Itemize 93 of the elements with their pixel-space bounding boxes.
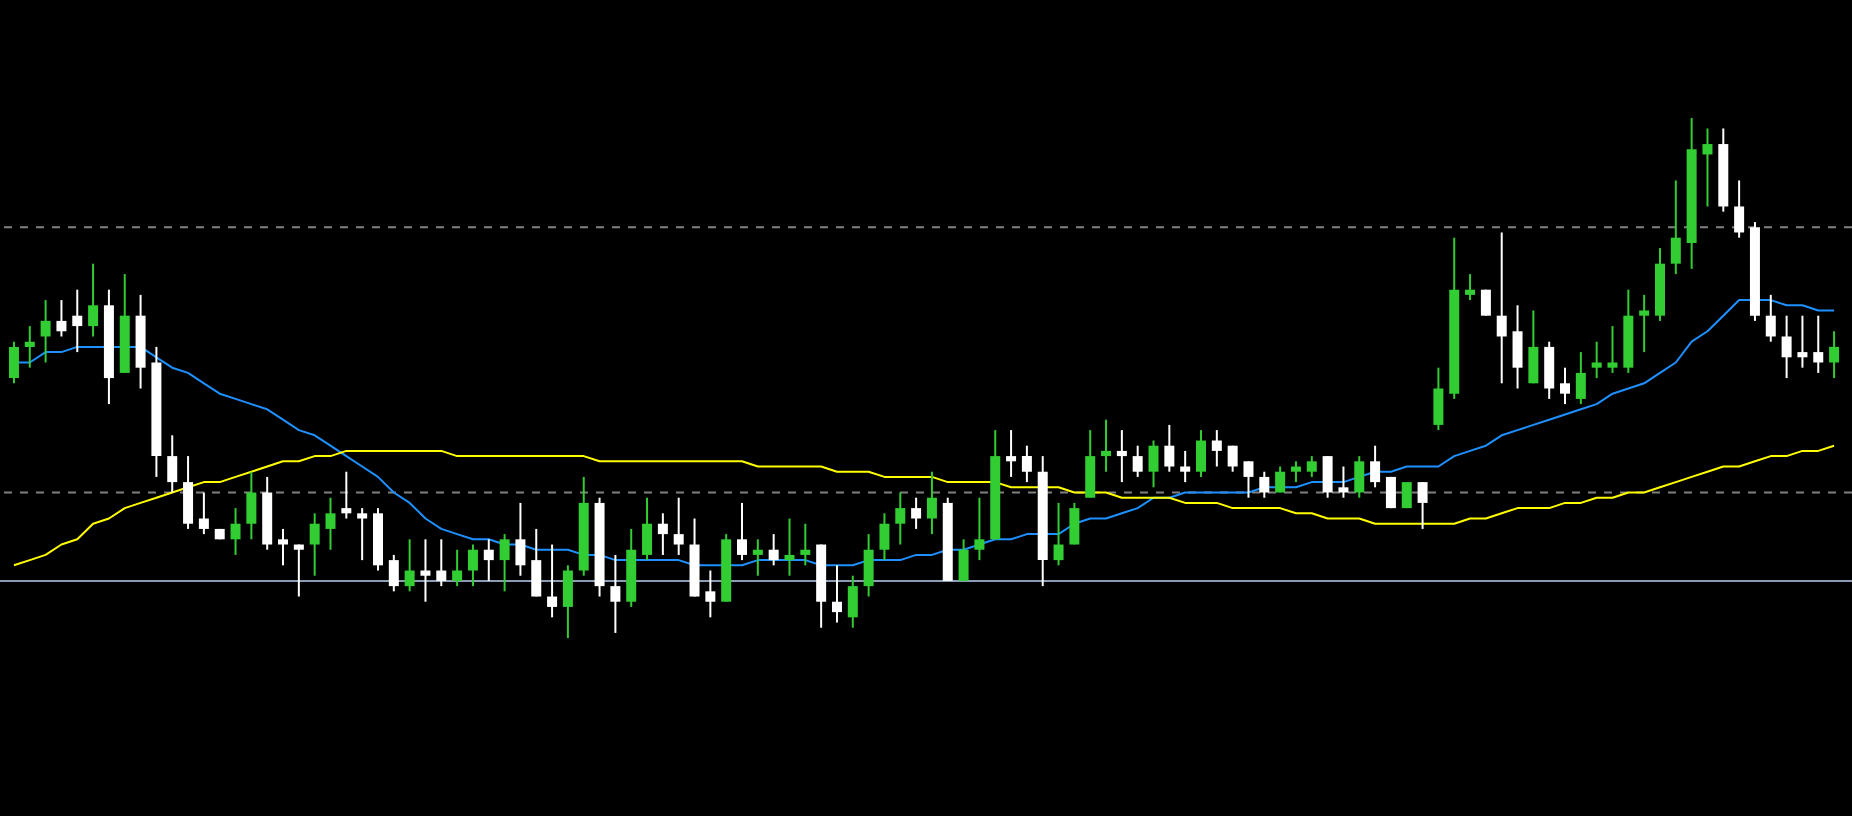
candlestick	[357, 507, 368, 562]
candlestick	[499, 533, 510, 593]
candlestick	[40, 299, 51, 364]
candlestick	[1227, 444, 1238, 473]
candlestick	[1480, 288, 1491, 317]
candlestick	[800, 522, 811, 567]
candlestick	[784, 517, 795, 577]
candlestick	[388, 553, 399, 593]
candlestick	[1101, 418, 1112, 473]
candlestick	[309, 512, 320, 577]
candlestick	[531, 527, 542, 598]
candlestick	[1734, 179, 1745, 239]
candlestick	[1132, 444, 1143, 478]
candlestick	[1575, 351, 1586, 406]
candlestick	[167, 434, 178, 494]
candlestick	[895, 491, 906, 546]
candlestick	[436, 538, 447, 588]
candlestick	[911, 496, 922, 530]
candlestick	[1544, 340, 1555, 400]
candlestick	[657, 512, 668, 556]
candlestick	[768, 533, 779, 567]
candlestick	[341, 470, 352, 520]
candlestick	[1053, 501, 1064, 567]
candlestick	[420, 538, 431, 603]
candlestick	[1211, 429, 1222, 468]
candlestick	[1322, 455, 1333, 499]
candlestick	[1797, 314, 1808, 369]
candlestick	[467, 543, 478, 588]
candlestick	[1512, 304, 1523, 390]
candlestick	[1560, 366, 1571, 406]
candlestick	[1306, 455, 1317, 478]
candlestick	[705, 569, 716, 619]
candlestick	[1417, 481, 1428, 530]
candlestick	[183, 455, 194, 530]
candlestick	[1180, 449, 1191, 484]
candlestick	[1670, 179, 1681, 276]
candlestick	[673, 496, 684, 556]
candlestick	[1813, 314, 1824, 374]
candlestick	[752, 538, 763, 577]
candlestick	[547, 543, 558, 619]
candlestick	[293, 543, 304, 598]
candlestick	[1164, 423, 1175, 473]
candlestick	[404, 538, 415, 593]
candlestick	[72, 288, 83, 354]
candlestick	[1338, 465, 1349, 499]
candlestick	[483, 538, 494, 582]
candlestick	[1702, 127, 1713, 208]
candlestick	[1496, 231, 1507, 385]
candlestick	[515, 501, 526, 577]
candlestick	[1639, 293, 1650, 354]
candlestick	[1259, 470, 1270, 499]
candlestick	[56, 299, 67, 338]
candlestick	[1243, 460, 1254, 499]
candlestick	[88, 262, 99, 338]
candlestick	[737, 501, 748, 562]
candlestick	[1781, 314, 1792, 380]
candlestick	[1275, 465, 1286, 494]
candlestick	[926, 470, 937, 536]
candlestick	[1354, 455, 1365, 499]
candlestick	[1021, 444, 1032, 484]
candlestick	[562, 564, 573, 640]
candlestick	[1069, 501, 1080, 546]
candlestick	[879, 512, 890, 562]
candlestick	[198, 491, 209, 536]
candlestick	[1006, 429, 1017, 478]
candlestick	[1528, 309, 1539, 385]
candlestick	[1765, 293, 1776, 343]
candlestick	[974, 496, 985, 562]
candlestick	[1196, 429, 1206, 478]
candlestick	[246, 470, 257, 541]
candlestick	[847, 574, 858, 629]
candlestick	[1370, 444, 1381, 489]
candlestick	[1148, 439, 1159, 489]
candlestick	[1085, 429, 1096, 499]
candlestick	[1116, 429, 1127, 484]
candlestick	[831, 564, 842, 624]
candlestick	[958, 538, 969, 582]
candlestick	[230, 507, 241, 556]
candlestick	[452, 548, 463, 588]
candlestick	[8, 340, 19, 385]
candlestick	[1465, 273, 1476, 302]
candlestick	[278, 527, 289, 567]
candlestick	[1591, 340, 1602, 380]
candlestick	[1290, 460, 1301, 484]
candlestick	[1829, 330, 1840, 380]
candlestick	[1401, 481, 1412, 510]
candlestick	[863, 533, 874, 598]
candlestick	[610, 553, 621, 634]
candlestick	[642, 496, 653, 562]
candlestick	[1433, 366, 1444, 432]
candlestick	[24, 325, 35, 369]
candlestick	[325, 496, 336, 551]
candlestick	[1607, 325, 1618, 374]
